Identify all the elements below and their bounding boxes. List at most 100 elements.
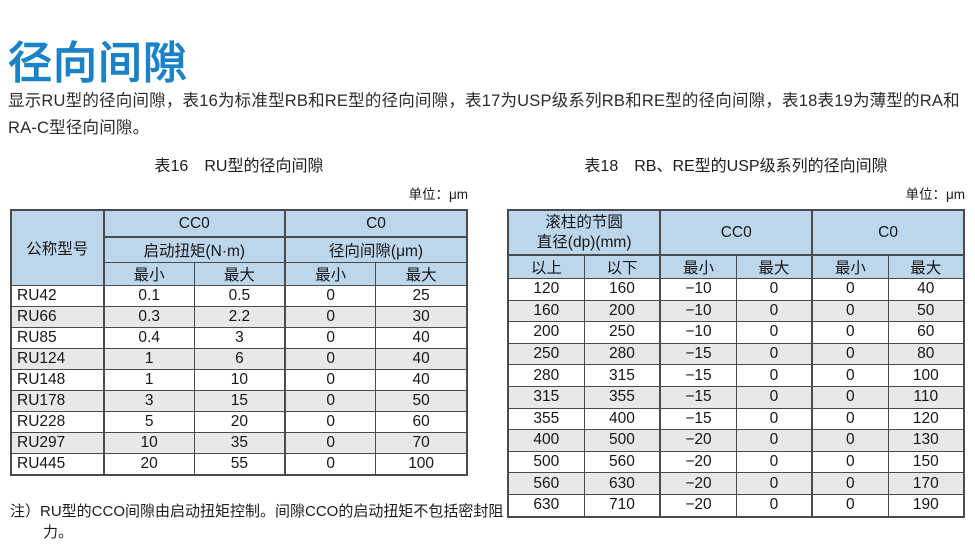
subheader-radial-clearance: 径向间隙(μm) — [284, 236, 468, 263]
table-row: 250 280 −15 0 0 80 — [507, 342, 965, 366]
table18-unit-label: 单位：μm — [905, 187, 965, 202]
table-cell: 130 — [887, 429, 965, 452]
table-cell: RU228 — [10, 411, 105, 433]
table-cell: 630 — [507, 493, 585, 518]
table-cell: −20 — [659, 429, 737, 452]
table-cell: 0 — [284, 306, 377, 328]
table-cell: 560 — [507, 472, 585, 495]
table-cell: RU42 — [10, 285, 105, 307]
table-row: RU66 0.3 2.2 0 30 — [10, 306, 468, 328]
table-row: 公称型号 CC0 C0 — [10, 209, 468, 286]
table-cell: 0 — [284, 432, 377, 454]
group-header-c0: C0 — [811, 209, 965, 256]
table-row: 280 315 −15 0 0 100 — [507, 364, 965, 387]
table-cell: 3 — [193, 327, 286, 349]
table-cell: 315 — [583, 364, 661, 387]
col-header-max: 最大 — [735, 254, 813, 279]
table-cell: 0 — [735, 472, 813, 495]
table-cell: 280 — [583, 342, 661, 366]
col-header-max: 最大 — [375, 262, 468, 286]
table-row: 120 160 −10 0 0 40 — [507, 278, 965, 301]
table-cell: 0 — [735, 385, 813, 409]
table-cell: 280 — [507, 364, 585, 387]
table-row: 355 400 −15 0 0 120 — [507, 407, 965, 431]
table-cell: 0.5 — [193, 285, 286, 307]
table16-section: 表16 RU型的径向间隙 单位：μm 公称型号 CC0 C0 启动扭矩(N·m)… — [10, 157, 468, 476]
table-cell: 250 — [507, 342, 585, 366]
table-cell: 0 — [735, 364, 813, 387]
table-cell: 200 — [507, 321, 585, 344]
table-row: 启动扭矩(N·m) 径向间隙(μm) — [11, 236, 468, 263]
group-header-c0: C0 — [284, 209, 468, 238]
table-cell: 0 — [735, 278, 813, 301]
table-cell: −15 — [659, 342, 737, 366]
table-cell: 0 — [284, 327, 377, 349]
table-cell: 0 — [284, 348, 377, 370]
table16-body: RU42 0.1 0.5 0 25 RU66 0.3 2.2 0 30 RU85 0.4 3 0 40 RU1… — [10, 285, 468, 476]
table-row: RU42 0.1 0.5 0 25 — [10, 285, 468, 307]
table-cell: 1 — [102, 348, 195, 370]
table-row: 滚柱的节圆 直径(dp)(mm) CC0 C0 — [507, 209, 965, 256]
table-cell: RU148 — [10, 369, 105, 391]
table-row: RU85 0.4 3 0 40 — [10, 327, 468, 349]
group-header-cc0: CC0 — [659, 209, 813, 256]
table-row: 400 500 −20 0 0 130 — [507, 429, 965, 452]
dp-header-line2: 直径(dp)(mm) — [536, 233, 632, 251]
table-cell: 25 — [375, 285, 468, 307]
table-cell: 0 — [811, 342, 889, 366]
table-cell: RU85 — [10, 327, 105, 349]
col-header-model: 公称型号 — [10, 209, 105, 286]
table16-caption: 表16 RU型的径向间隙 — [154, 158, 324, 175]
table-cell: 0 — [811, 385, 889, 409]
col-header-min: 最小 — [102, 262, 195, 286]
table-cell: 190 — [887, 493, 965, 518]
table-cell: 710 — [583, 493, 661, 518]
table-cell: −15 — [659, 385, 737, 409]
table-cell: 120 — [507, 278, 585, 301]
table-cell: 250 — [583, 321, 661, 344]
table-cell: 0.1 — [102, 285, 195, 307]
col-header-min: 最小 — [284, 262, 377, 286]
table-cell: 560 — [583, 450, 661, 474]
table-row: RU228 5 20 0 60 — [10, 411, 468, 433]
table-cell: RU178 — [10, 390, 105, 412]
group-header-cc0: CC0 — [102, 209, 286, 238]
col-header-max: 最大 — [193, 262, 286, 286]
table-cell: 170 — [887, 472, 965, 495]
table18-body: 120 160 −10 0 0 40 160 200 −10 0 0 50 200 250 −10 0 0 60 2… — [507, 278, 965, 518]
table-cell: 60 — [375, 411, 468, 433]
table-cell: 0 — [735, 321, 813, 344]
table-cell: 0 — [811, 493, 889, 518]
table-cell: −20 — [659, 450, 737, 474]
table-cell: 15 — [193, 390, 286, 412]
table-cell: 315 — [507, 385, 585, 409]
table-row: RU445 20 55 0 100 — [10, 453, 468, 476]
table-row: RU148 1 10 0 40 — [10, 369, 468, 391]
table-cell: 0 — [284, 390, 377, 412]
table16-unit-label: 单位：μm — [408, 187, 468, 202]
col-header-over: 以上 — [507, 254, 585, 279]
table-cell: 0 — [735, 493, 813, 518]
table-row: 560 630 −20 0 0 170 — [507, 472, 965, 495]
table-cell: 50 — [375, 390, 468, 412]
table-cell: 630 — [583, 472, 661, 495]
table-cell: 0 — [735, 450, 813, 474]
col-header-roller-pitch-diameter: 滚柱的节圆 直径(dp)(mm) — [507, 209, 661, 256]
table-row: 以上 以下 最小 最大 最小 最大 — [507, 254, 965, 279]
col-header-under: 以下 — [583, 254, 661, 279]
table-cell: 10 — [102, 432, 195, 454]
table-cell: RU66 — [10, 306, 105, 328]
table-cell: 0 — [735, 299, 813, 323]
table-row: 160 200 −10 0 0 50 — [507, 299, 965, 323]
table-cell: 2.2 — [193, 306, 286, 328]
col-header-min: 最小 — [659, 254, 737, 279]
table-cell: 40 — [887, 278, 965, 301]
table-cell: RU297 — [10, 432, 105, 454]
table-cell: 120 — [887, 407, 965, 431]
table-row: RU297 10 35 0 70 — [10, 432, 468, 454]
table-cell: 30 — [375, 306, 468, 328]
table-cell: 0 — [811, 321, 889, 344]
table-cell: 400 — [583, 407, 661, 431]
table-cell: 0 — [811, 278, 889, 301]
table-cell: 160 — [507, 299, 585, 323]
